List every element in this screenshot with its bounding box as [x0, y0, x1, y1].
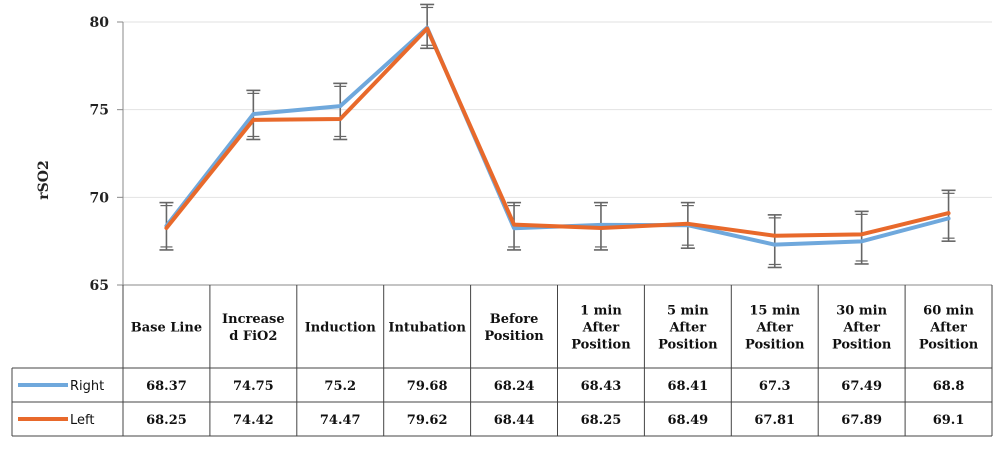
category-label: 5 min After Position: [658, 304, 718, 353]
data-label: 68.41: [667, 379, 708, 394]
data-label: 74.75: [233, 379, 274, 394]
data-label: 75.2: [324, 379, 356, 394]
data-label: 68.8: [933, 379, 965, 394]
category-label: Increase d FiO2: [222, 312, 285, 344]
category-label: Induction: [305, 321, 377, 336]
category-label: Base Line: [131, 321, 202, 336]
error-bar: [767, 214, 782, 269]
data-table: Base Line Increase d FiO2 Induction Intubati…: [11, 285, 993, 437]
error-bar: [854, 210, 869, 265]
data-label: 68.49: [667, 413, 708, 428]
category-label: 1 min After Position: [571, 304, 631, 353]
category-label: 15 min After Position: [745, 304, 805, 353]
data-label: 68.44: [494, 413, 535, 428]
data-label: 68.37: [146, 379, 187, 394]
series-lines: [164, 25, 951, 247]
data-label: 67.89: [841, 413, 882, 428]
y-tick-label: 65: [90, 278, 109, 294]
y-tick-label: 75: [90, 103, 109, 119]
axes: [117, 21, 992, 286]
data-label: 79.62: [407, 413, 448, 428]
category-label: 60 min After Position: [919, 304, 979, 353]
series-line-left: [164, 26, 951, 238]
y-tick-label: 70: [90, 190, 110, 206]
data-label: 68.43: [581, 379, 622, 394]
data-label: 69.1: [933, 413, 965, 428]
y-ticks: 65 70 75 80: [90, 15, 110, 294]
gridlines: [123, 21, 992, 198]
error-bar: [333, 82, 348, 141]
legend-label-left: Left: [70, 413, 94, 428]
category-label: Intubation: [388, 321, 466, 336]
category-label: Before Position: [484, 312, 544, 344]
data-label: 74.42: [233, 413, 274, 428]
y-axis-label: rSO2: [36, 160, 52, 199]
data-label: 67.81: [754, 413, 795, 428]
series-line-right: [164, 25, 951, 247]
y-tick-label: 80: [90, 15, 110, 31]
data-label: 68.24: [494, 379, 535, 394]
legend-label-right: Right: [70, 379, 104, 394]
data-label: 68.25: [581, 413, 622, 428]
category-label: 30 min After Position: [832, 304, 892, 353]
data-label: 74.47: [320, 413, 361, 428]
data-label: 79.68: [407, 379, 448, 394]
data-label: 67.3: [759, 379, 791, 394]
error-bar: [941, 189, 956, 242]
data-label: 67.49: [841, 379, 882, 394]
data-label: 68.25: [146, 413, 187, 428]
